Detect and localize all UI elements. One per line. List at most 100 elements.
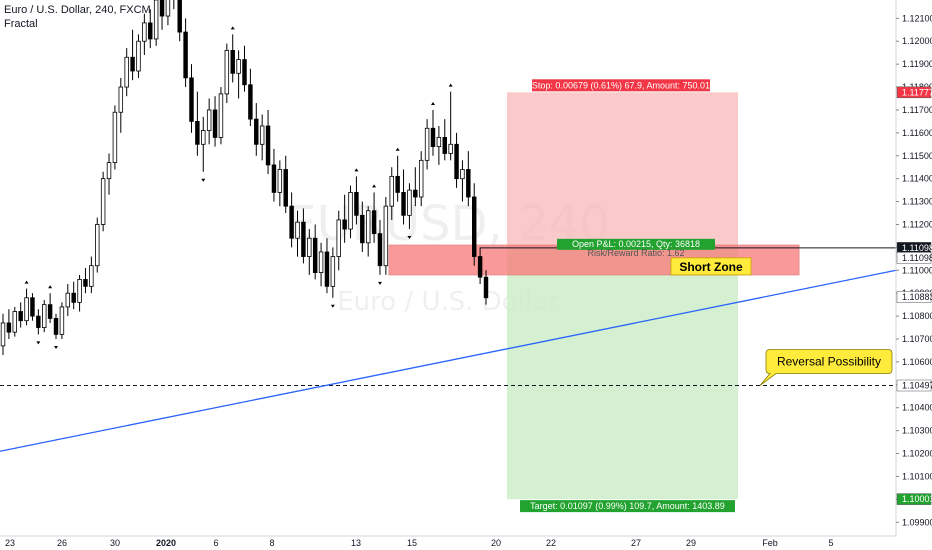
candle[interactable] bbox=[160, 0, 164, 16]
candle[interactable] bbox=[331, 257, 335, 287]
price-tick-label: 1.10800 bbox=[902, 311, 932, 321]
candle[interactable] bbox=[290, 206, 294, 238]
candle[interactable] bbox=[125, 57, 129, 87]
candle[interactable] bbox=[166, 0, 170, 16]
candle[interactable] bbox=[431, 128, 435, 146]
candle[interactable] bbox=[378, 234, 382, 266]
candle[interactable] bbox=[384, 206, 388, 266]
candle[interactable] bbox=[178, 0, 182, 32]
candle[interactable] bbox=[343, 220, 347, 229]
candle[interactable] bbox=[237, 60, 241, 74]
time-tick-label: 6 bbox=[213, 538, 218, 548]
candle[interactable] bbox=[402, 192, 406, 215]
candle[interactable] bbox=[243, 60, 247, 85]
candle[interactable] bbox=[119, 87, 123, 112]
candle[interactable] bbox=[461, 170, 465, 179]
candle[interactable] bbox=[207, 110, 211, 131]
candle[interactable] bbox=[472, 197, 476, 257]
time-axis[interactable] bbox=[0, 536, 932, 550]
symbol-title[interactable]: Euro / U.S. Dollar, 240, FXCM bbox=[4, 3, 151, 17]
fractal-down-marker bbox=[36, 341, 40, 344]
target-zone[interactable] bbox=[507, 248, 738, 499]
price-tag-text: 1.10497 bbox=[902, 381, 932, 391]
candle[interactable] bbox=[190, 78, 194, 122]
candle[interactable] bbox=[84, 279, 88, 286]
candle[interactable] bbox=[249, 85, 253, 119]
candle[interactable] bbox=[31, 298, 35, 316]
candle[interactable] bbox=[219, 94, 223, 138]
candle[interactable] bbox=[37, 316, 41, 327]
candle[interactable] bbox=[78, 279, 82, 302]
candle[interactable] bbox=[307, 238, 311, 256]
candle[interactable] bbox=[478, 257, 482, 278]
candle[interactable] bbox=[408, 190, 412, 215]
candle[interactable] bbox=[72, 293, 76, 302]
candle[interactable] bbox=[60, 307, 64, 334]
time-tick-label: 13 bbox=[351, 538, 361, 548]
candle[interactable] bbox=[137, 41, 141, 71]
candle[interactable] bbox=[372, 211, 376, 234]
candle[interactable] bbox=[225, 50, 229, 94]
candle[interactable] bbox=[25, 298, 29, 321]
candle[interactable] bbox=[413, 190, 417, 197]
candle[interactable] bbox=[90, 266, 94, 287]
candle[interactable] bbox=[107, 163, 111, 179]
indicator-label[interactable]: Fractal bbox=[4, 17, 151, 31]
candle[interactable] bbox=[19, 312, 23, 321]
candle[interactable] bbox=[131, 57, 135, 71]
candle[interactable] bbox=[319, 252, 323, 273]
candle[interactable] bbox=[390, 176, 394, 206]
candle[interactable] bbox=[302, 222, 306, 256]
candle[interactable] bbox=[54, 318, 58, 334]
candle[interactable] bbox=[66, 293, 70, 307]
candle[interactable] bbox=[437, 137, 441, 146]
candle[interactable] bbox=[260, 126, 264, 144]
candle[interactable] bbox=[201, 131, 205, 145]
fractal-up-marker bbox=[372, 184, 376, 187]
candle[interactable] bbox=[449, 144, 453, 153]
candle[interactable] bbox=[425, 128, 429, 160]
candle[interactable] bbox=[254, 119, 258, 144]
candle[interactable] bbox=[48, 305, 52, 319]
candle[interactable] bbox=[278, 170, 282, 193]
candle[interactable] bbox=[213, 110, 217, 137]
candle[interactable] bbox=[266, 126, 270, 165]
candle[interactable] bbox=[337, 220, 341, 257]
price-tick-label: 1.11600 bbox=[902, 128, 932, 138]
candle[interactable] bbox=[284, 170, 288, 207]
candle[interactable] bbox=[360, 215, 364, 242]
price-tick-label: 1.10400 bbox=[902, 403, 932, 413]
candle[interactable] bbox=[113, 112, 117, 162]
candle[interactable] bbox=[184, 32, 188, 78]
candle[interactable] bbox=[42, 305, 46, 328]
candle[interactable] bbox=[396, 176, 400, 192]
time-tick-label: 23 bbox=[5, 538, 15, 548]
candle[interactable] bbox=[296, 222, 300, 238]
candle[interactable] bbox=[7, 323, 11, 332]
candle[interactable] bbox=[101, 179, 105, 225]
candle[interactable] bbox=[95, 224, 99, 265]
candle[interactable] bbox=[13, 312, 17, 333]
candle[interactable] bbox=[484, 277, 488, 298]
candle[interactable] bbox=[467, 170, 471, 197]
candle[interactable] bbox=[196, 121, 200, 144]
candle[interactable] bbox=[313, 238, 317, 272]
stop-zone[interactable] bbox=[507, 92, 738, 248]
candle[interactable] bbox=[154, 0, 158, 39]
price-tick-label: 1.11000 bbox=[902, 265, 932, 275]
candle[interactable] bbox=[355, 192, 359, 215]
candle[interactable] bbox=[231, 50, 235, 73]
time-tick-label: 22 bbox=[546, 538, 556, 548]
price-tick-label: 1.10200 bbox=[902, 449, 932, 459]
candle[interactable] bbox=[325, 252, 329, 286]
price-tick-label: 1.10100 bbox=[902, 471, 932, 481]
price-tick-label: 1.11500 bbox=[902, 151, 932, 161]
candle[interactable] bbox=[1, 323, 5, 346]
candle[interactable] bbox=[272, 165, 276, 192]
candle[interactable] bbox=[349, 192, 353, 229]
candle[interactable] bbox=[419, 160, 423, 197]
candle[interactable] bbox=[455, 144, 459, 178]
candle[interactable] bbox=[366, 211, 370, 243]
candle[interactable] bbox=[443, 137, 447, 153]
